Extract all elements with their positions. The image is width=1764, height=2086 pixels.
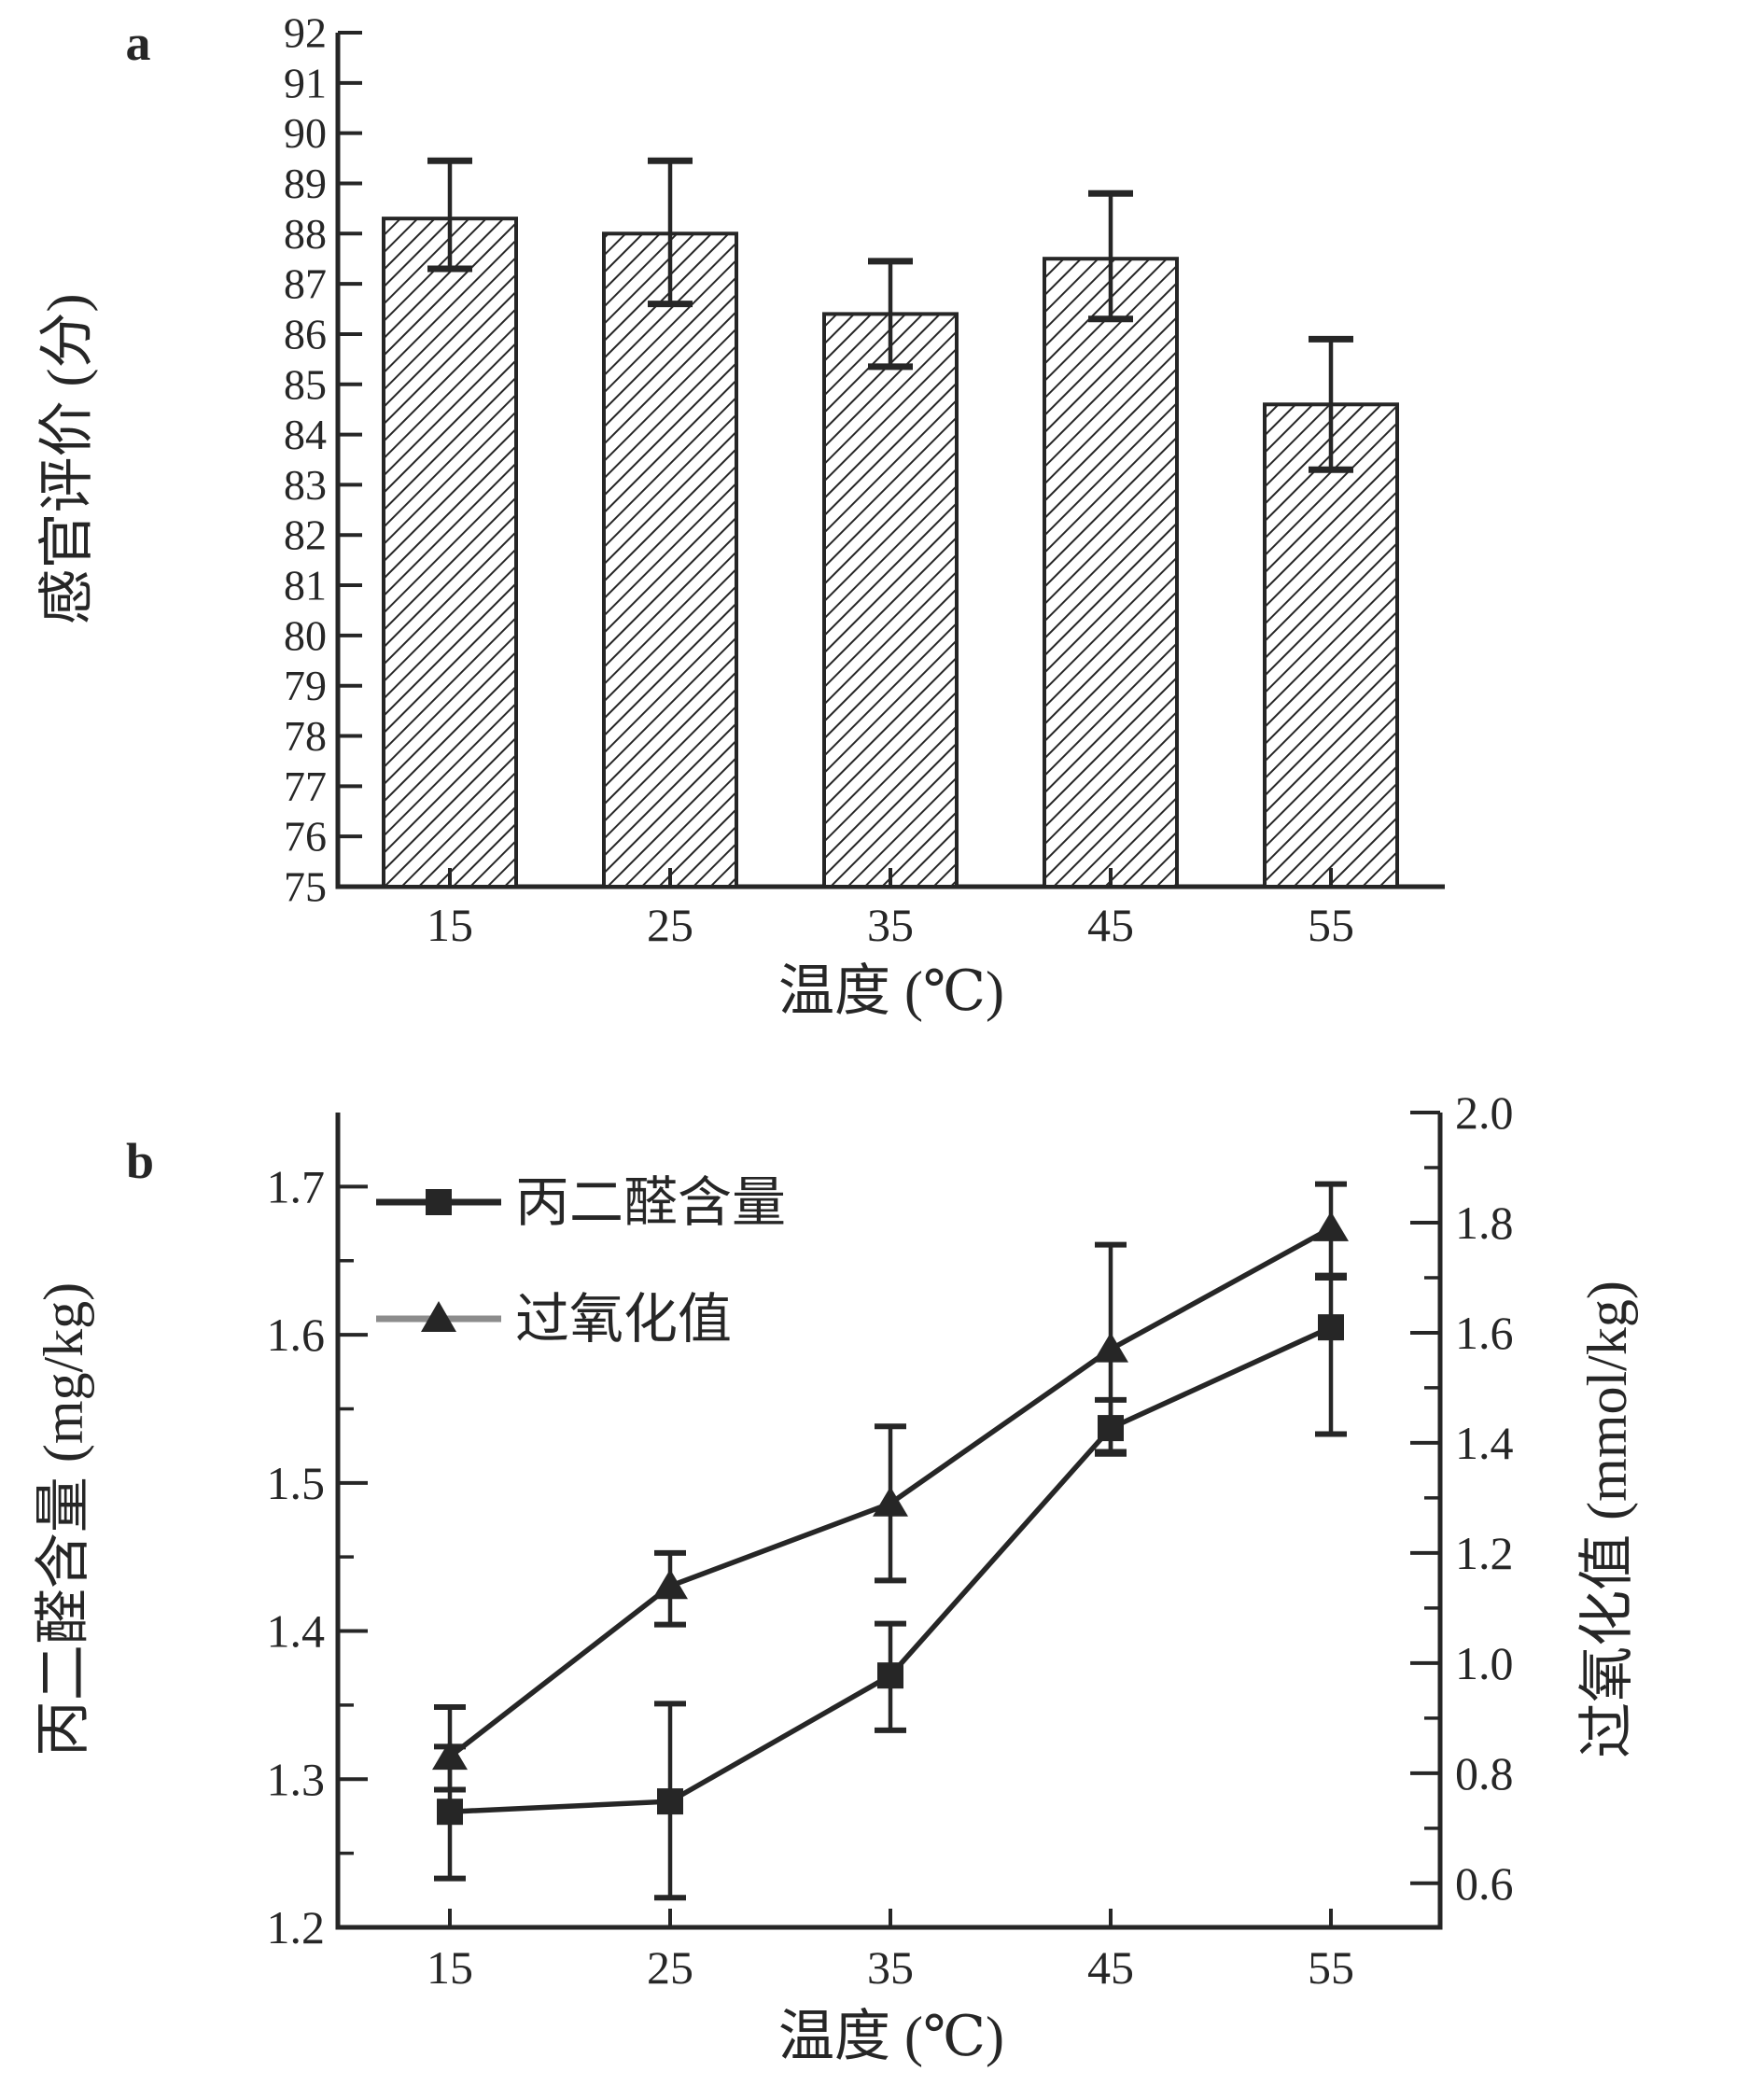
y-tick-label: 84	[284, 411, 327, 458]
panel-a-x-axis-title: 温度 (℃)	[778, 960, 1004, 1022]
bar-35	[822, 312, 959, 889]
panel-b-plot: 1.2 1.3 1.4 1.5 1.6 1.7 0.6 0.8 1.0 1.2 1.4 1.6 1.8 2…	[267, 1086, 1514, 1994]
legend: 丙二醛含量 过氧化值	[376, 1172, 786, 1350]
marker-square	[1098, 1415, 1124, 1442]
right-y-tick-label: 1.0	[1455, 1637, 1514, 1689]
bar-15	[382, 217, 518, 889]
y-tick-label: 75	[284, 863, 327, 911]
panel-b-left-y-axis-title: 丙二醛含量 (mg/kg)	[33, 1282, 94, 1757]
x-tick-label: 55	[1308, 1941, 1354, 1994]
y-tick-label: 83	[284, 461, 327, 509]
x-tick-label: 55	[1308, 899, 1354, 951]
marker-triangle	[432, 1740, 468, 1771]
y-tick-label: 78	[284, 712, 327, 760]
left-y-tick-label: 1.4	[267, 1605, 326, 1658]
x-tick-label: 45	[1087, 899, 1134, 951]
x-tick-label: 15	[427, 899, 473, 951]
bar-55	[1263, 402, 1399, 889]
bar-45	[1043, 257, 1179, 889]
right-y-tick-label: 1.6	[1455, 1307, 1514, 1359]
legend-label-malondialdehyde: 丙二醛含量	[515, 1172, 786, 1233]
marker-triangle	[1093, 1332, 1128, 1363]
right-y-tick-label: 1.4	[1455, 1417, 1514, 1469]
y-tick-label: 89	[284, 160, 327, 207]
left-y-tick-label: 1.5	[267, 1457, 326, 1509]
right-y-tick-label: 0.6	[1455, 1857, 1514, 1910]
y-tick-label: 77	[284, 763, 327, 810]
left-y-tick-label: 1.7	[267, 1160, 326, 1212]
marker-triangle	[652, 1569, 688, 1600]
right-y-tick-label: 2.0	[1455, 1086, 1514, 1139]
y-tick-label: 92	[284, 9, 327, 57]
y-tick-label: 91	[284, 59, 327, 106]
marker-triangle	[1313, 1211, 1349, 1241]
right-y-tick-label: 1.8	[1455, 1197, 1514, 1249]
y-tick-label: 90	[284, 109, 327, 157]
y-tick-label: 88	[284, 210, 327, 258]
x-tick-label: 15	[427, 1941, 473, 1994]
panel-b-x-axis-title: 温度 (℃)	[778, 2006, 1004, 2067]
left-y-tick-label: 1.6	[267, 1309, 326, 1361]
y-tick-label: 82	[284, 511, 327, 559]
panel-b-right-y-axis-title: 过氧化值 (mmol/kg)	[1576, 1281, 1638, 1758]
x-tick-label: 35	[867, 899, 914, 951]
panel-a-y-axis-title: 感官评价 (分)	[36, 294, 98, 625]
legend-label-peroxide: 过氧化值	[515, 1289, 732, 1350]
panel-a-letter: a	[126, 15, 151, 71]
y-tick-label: 79	[284, 662, 327, 709]
panel-b-letter: b	[126, 1133, 154, 1189]
y-tick-label: 86	[284, 310, 327, 357]
y-tick-label: 87	[284, 260, 327, 308]
x-tick-label: 25	[647, 1941, 693, 1994]
x-tick-label: 45	[1087, 1941, 1134, 1994]
marker-square	[437, 1799, 463, 1826]
y-tick-label: 85	[284, 360, 327, 408]
legend-triangle-marker-icon	[421, 1301, 456, 1332]
y-tick-label: 80	[284, 611, 327, 659]
y-tick-label: 81	[284, 562, 327, 609]
x-tick-label: 25	[647, 899, 693, 951]
y-tick-label: 76	[284, 813, 327, 861]
marker-square	[877, 1662, 903, 1689]
bar-25	[602, 231, 738, 889]
right-y-tick-label: 1.2	[1455, 1527, 1514, 1579]
panel-b: 1.2 1.3 1.4 1.5 1.6 1.7 0.6 0.8 1.0 1.2 1.4 1.6 1.8 2…	[33, 1086, 1638, 2067]
right-y-tick-label: 0.8	[1455, 1747, 1514, 1799]
marker-square	[1318, 1314, 1344, 1341]
legend-square-marker-icon	[426, 1189, 452, 1215]
marker-triangle	[873, 1486, 908, 1517]
marker-square	[657, 1788, 683, 1815]
left-y-tick-label: 1.2	[267, 1901, 326, 1953]
left-y-tick-label: 1.3	[267, 1753, 326, 1805]
x-tick-label: 35	[867, 1941, 914, 1994]
